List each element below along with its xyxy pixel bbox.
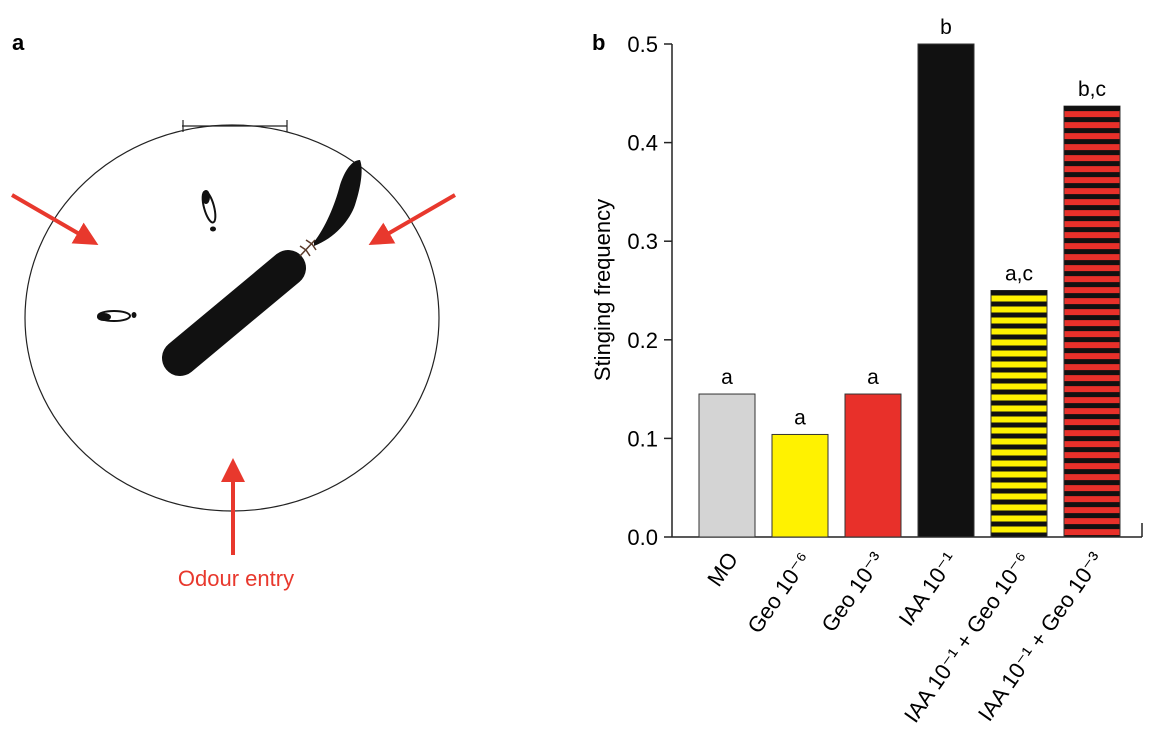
significance-label: b [940, 16, 952, 39]
x-tick-label: IAA 10⁻¹ + Geo 10⁻⁶ [899, 548, 1035, 728]
x-tick-label: Geo 10⁻³ [816, 548, 889, 637]
bar [990, 290, 1048, 538]
panel-a: a Odour entry [10, 30, 457, 591]
feather-stem [299, 239, 317, 257]
bee [97, 310, 137, 322]
y-tick-label: 0.2 [627, 328, 658, 353]
bar [771, 433, 829, 538]
arrow [10, 193, 99, 246]
x-tick-label: MO [702, 548, 743, 591]
y-tick-label: 0.1 [627, 426, 658, 451]
y-tick-label: 0.0 [627, 525, 658, 550]
bar [917, 43, 975, 538]
significance-label: a [794, 406, 806, 429]
x-tick-label: IAA 10⁻¹ [894, 548, 963, 631]
bar [1063, 105, 1121, 538]
bar [698, 393, 756, 538]
x-tick-label: IAA 10⁻¹ + Geo 10⁻³ [973, 548, 1108, 726]
y-axis-label: Stinging frequency [590, 199, 615, 381]
x-tick-label: Geo 10⁻⁶ [742, 548, 816, 638]
significance-label: a [867, 366, 879, 389]
arrow [368, 193, 457, 246]
y-tick-label: 0.3 [627, 229, 658, 254]
bar [844, 393, 902, 538]
dummy [162, 250, 306, 376]
significance-label: a [721, 366, 733, 389]
panel-label: b [592, 30, 605, 55]
y-tick-label: 0.5 [627, 32, 658, 57]
annotation: Odour entry [178, 566, 294, 591]
feather [314, 160, 362, 246]
panel-label: a [12, 30, 25, 55]
significance-label: b,c [1078, 78, 1106, 101]
y-tick-label: 0.4 [627, 131, 658, 156]
significance-label: a,c [1005, 263, 1033, 286]
bee [201, 190, 217, 232]
